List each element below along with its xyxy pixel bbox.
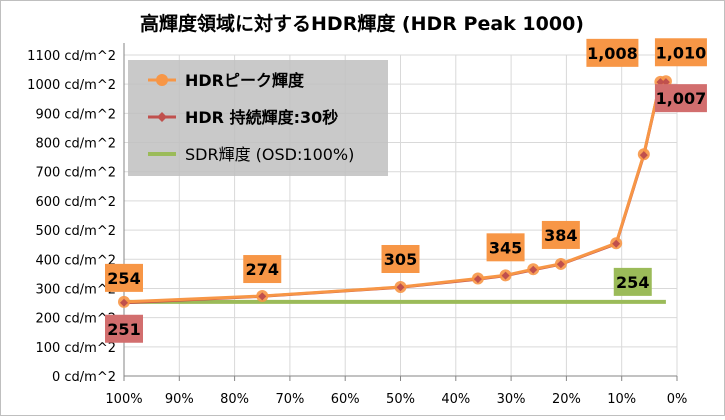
x-tick-label: 100% — [105, 392, 142, 407]
data-label: 384 — [544, 226, 577, 245]
data-label-box — [105, 263, 143, 292]
data-label-box — [654, 38, 707, 67]
data-label: 1,010 — [656, 43, 707, 62]
data-label-box — [486, 233, 525, 262]
x-tick-label: 90% — [165, 392, 194, 407]
data-point-diamond — [396, 283, 405, 292]
data-label-box — [586, 38, 639, 67]
y-tick-label: 500 cd/m^2 — [35, 224, 116, 239]
data-labels: 254 274 305 345 384 1,008 1,010 251 1,007 254 — [105, 38, 707, 343]
x-tick-label: 20% — [552, 392, 581, 407]
data-point-diamond — [639, 151, 648, 160]
y-tick-label: 200 cd/m^2 — [35, 312, 116, 327]
y-tick-label: 1000 cd/m^2 — [27, 78, 116, 93]
data-point-diamond — [473, 275, 482, 284]
y-tick-label: 0 cd/m^2 — [52, 370, 116, 385]
legend-swatch-marker — [157, 112, 167, 122]
data-label: 274 — [246, 260, 279, 279]
x-tick-label: 40% — [441, 392, 470, 407]
data-label: 251 — [107, 320, 140, 339]
data-point-diamond — [501, 271, 510, 280]
x-tick-label: 70% — [275, 392, 304, 407]
chart-title: 高輝度領域に対するHDR輝度 (HDR Peak 1000) — [140, 12, 584, 35]
legend: HDRピーク輝度 HDR 持続輝度:30秒 SDR輝度 (OSD:100%) — [128, 60, 388, 176]
x-tick-label: 30% — [497, 392, 526, 407]
y-tick-label: 700 cd/m^2 — [35, 166, 116, 181]
data-label: 1,007 — [656, 89, 707, 108]
data-label-box — [541, 220, 580, 249]
y-tick-label: 300 cd/m^2 — [35, 282, 116, 297]
data-point-diamond — [612, 239, 621, 248]
y-axis-tick-labels: 0 cd/m^2 100 cd/m^2 200 cd/m^2 300 cd/m^2 40… — [27, 49, 116, 385]
data-label-box — [243, 255, 282, 284]
data-point-diamond — [529, 265, 538, 274]
x-tick-label: 50% — [386, 392, 415, 407]
x-tick-label: 10% — [607, 392, 636, 407]
legend-label: HDR 持続輝度:30秒 — [185, 108, 338, 127]
data-point-diamond — [258, 292, 267, 301]
data-label-box — [613, 267, 652, 296]
data-label: 305 — [384, 250, 417, 269]
y-tick-label: 400 cd/m^2 — [35, 253, 116, 268]
x-tick-label: 60% — [331, 392, 360, 407]
series-markers — [118, 75, 672, 308]
data-point-diamond — [120, 298, 128, 307]
data-label-box — [381, 244, 420, 273]
data-label: 1,008 — [587, 44, 638, 63]
legend-label: HDRピーク輝度 — [185, 71, 305, 90]
x-axis-tick-labels: 100% 90% 80% 70% 60% 50% 40% 30% 20% 10% 0% — [105, 392, 687, 407]
y-tick-label: 900 cd/m^2 — [35, 107, 116, 122]
x-tick-label: 80% — [220, 392, 249, 407]
data-label: 254 — [107, 269, 140, 288]
legend-label: SDR輝度 (OSD:100%) — [185, 145, 354, 164]
legend-swatch-marker — [156, 74, 168, 86]
y-tick-label: 100 cd/m^2 — [35, 341, 116, 356]
x-tick-label: 0% — [667, 392, 688, 407]
y-tick-label: 1100 cd/m^2 — [27, 49, 116, 64]
data-label-box — [105, 314, 143, 343]
data-point-diamond — [556, 260, 565, 269]
y-tick-label: 600 cd/m^2 — [35, 195, 116, 210]
data-label-box — [654, 84, 707, 113]
data-label: 254 — [616, 273, 649, 292]
y-tick-label: 800 cd/m^2 — [35, 137, 116, 152]
data-label: 345 — [489, 238, 522, 257]
